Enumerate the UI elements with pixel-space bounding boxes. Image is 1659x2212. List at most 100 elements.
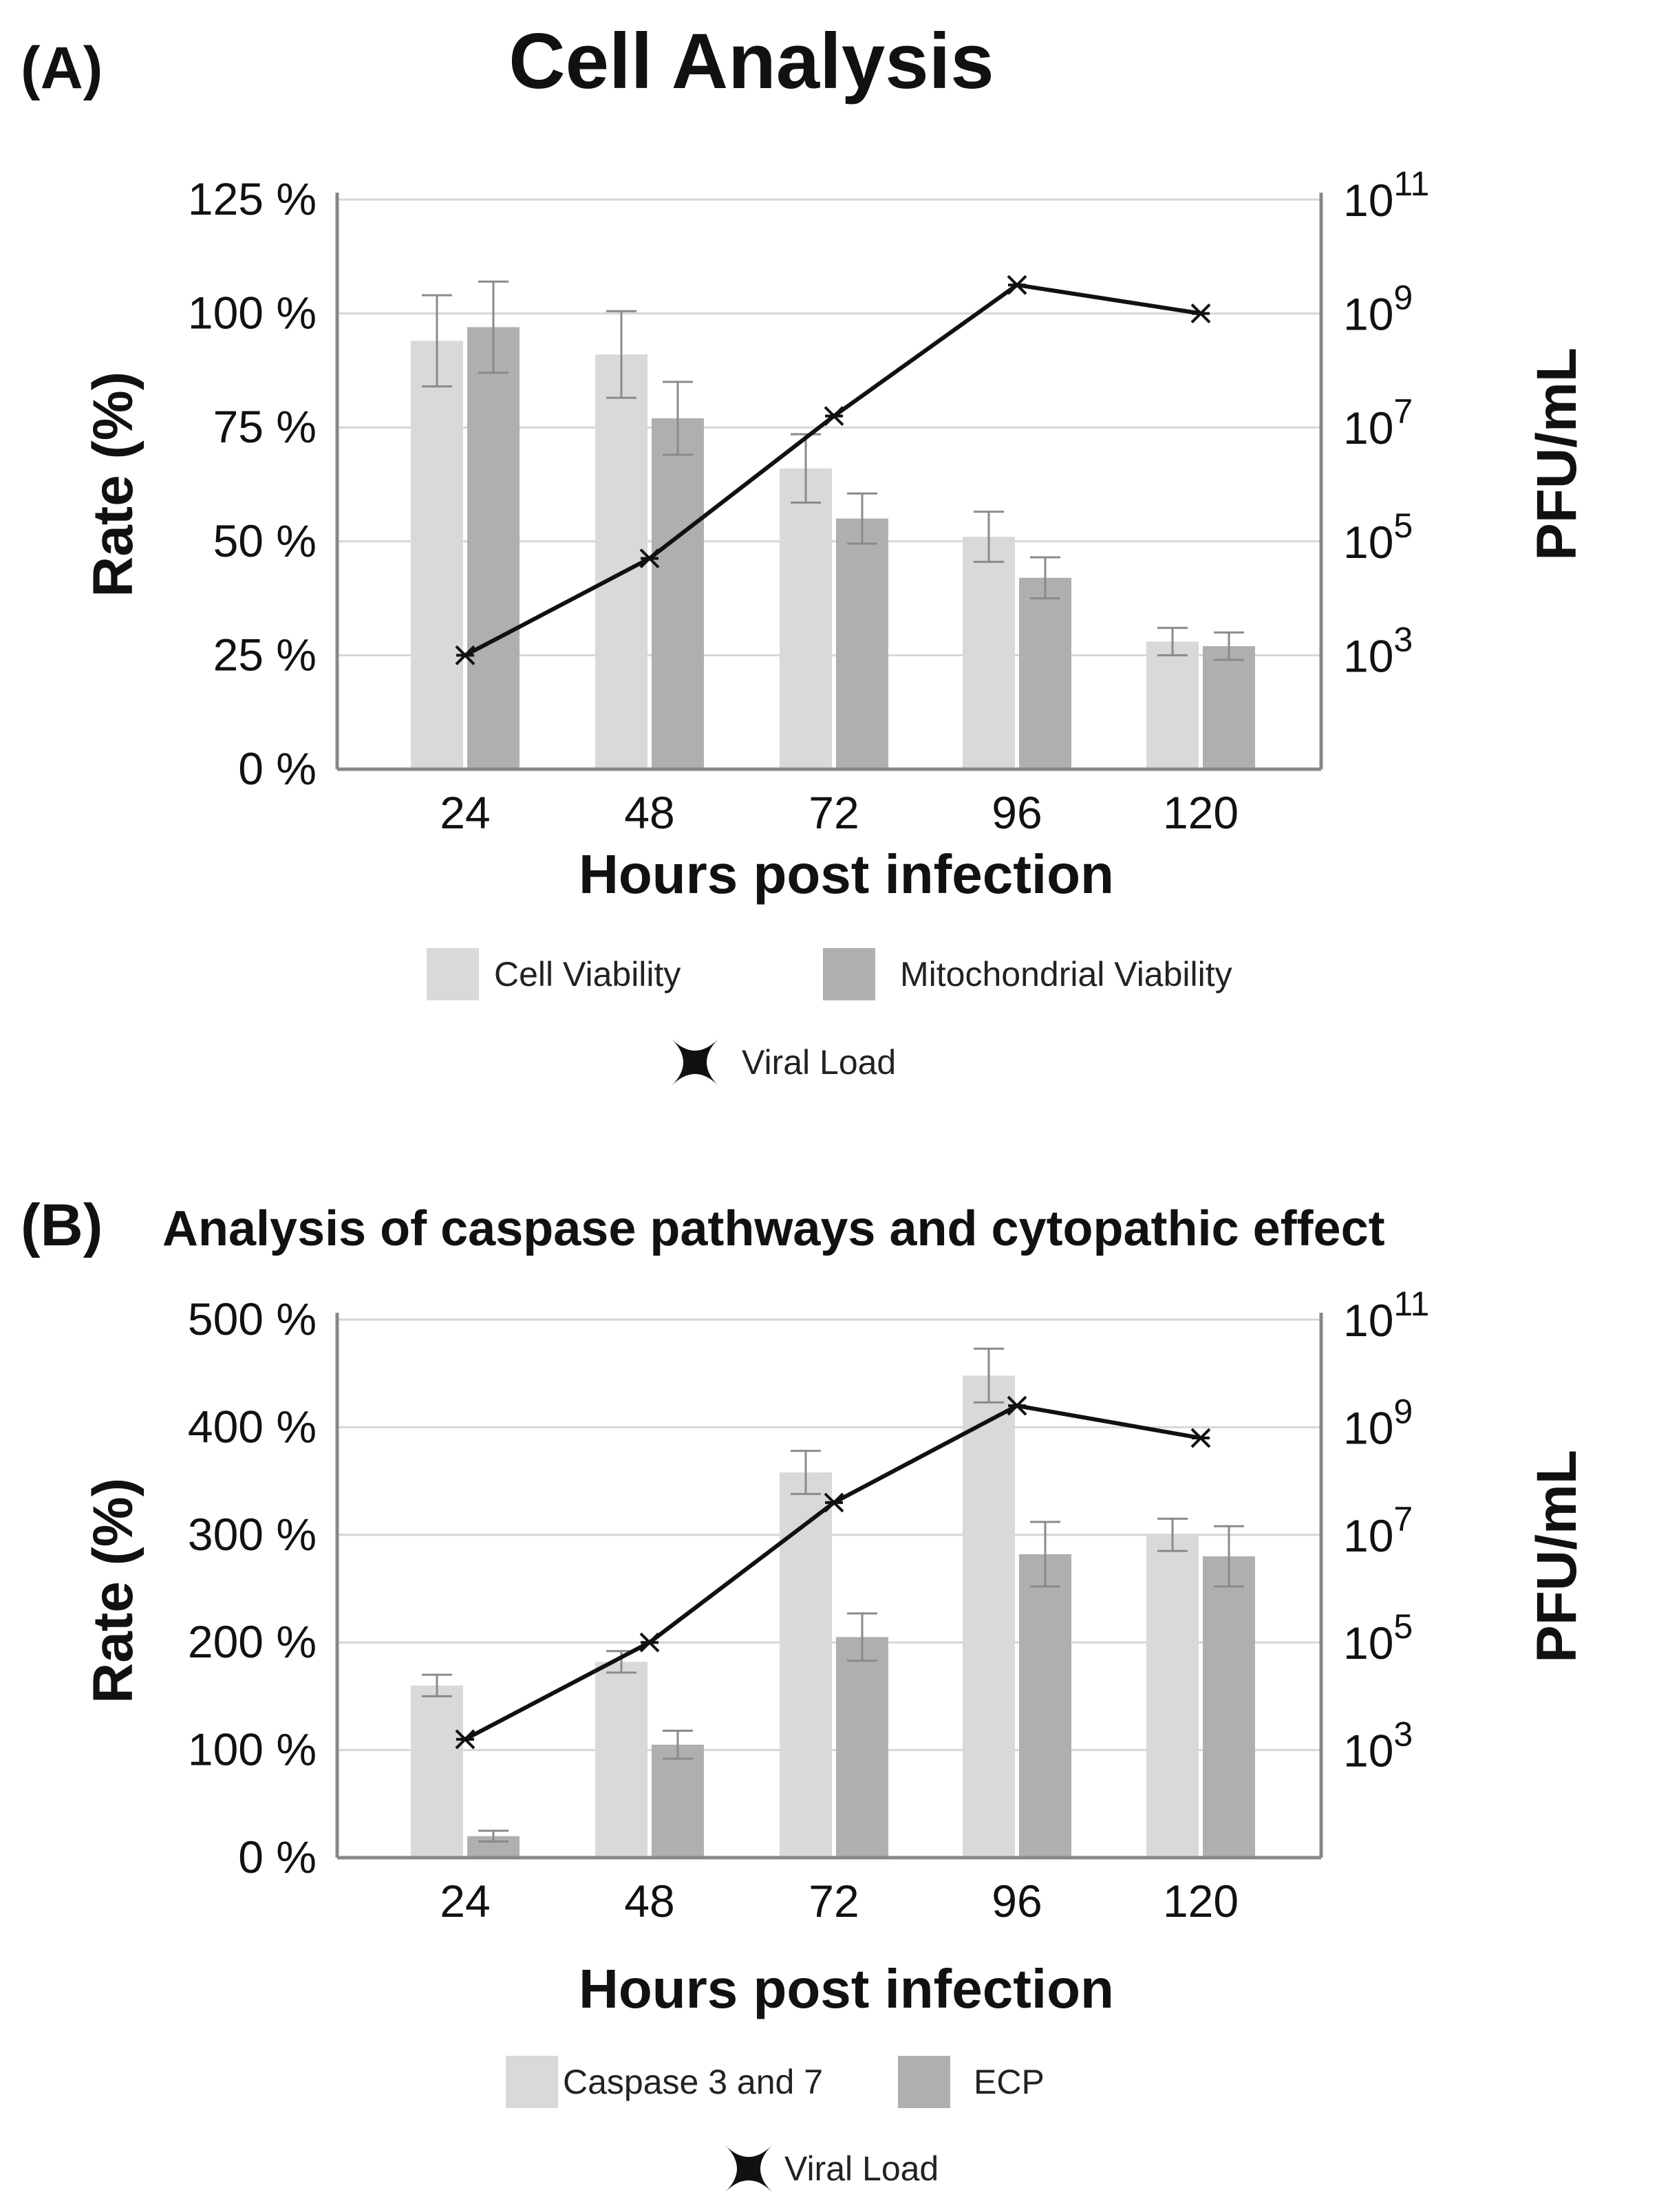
error-bar [663,380,693,456]
x-tick-label: 120 [1163,787,1239,838]
y2-tick-label: 1011 [1343,1285,1429,1346]
x-tick-label: 96 [992,1876,1042,1926]
viral-load-point-120 [1190,303,1211,324]
legend-item-viral-load: Viral Load [672,1039,896,1086]
y2-tick-label: 105 [1343,1607,1413,1668]
y2-axis-title: PFU/mL [1526,347,1588,561]
y2-tick-exponent: 11 [1393,164,1429,203]
y2-tick-base: 10 [1343,517,1393,568]
y2-tick-exponent: 9 [1393,279,1413,317]
legend-label: Mitochondrial Viability [900,955,1232,994]
legend-swatch [506,2056,558,2108]
error-bar [1157,627,1188,656]
bar-series2-24 [467,327,520,769]
x-tick-label: 120 [1163,1876,1239,1926]
legend-swatch [898,2056,950,2108]
y2-tick-label: 103 [1343,620,1413,681]
bar-series1-72 [780,468,832,769]
chart-title: Cell Analysis [509,18,994,105]
error-bar [974,1347,1004,1404]
legend-label: Caspase 3 and 7 [563,2063,823,2101]
y2-tick-base: 10 [1343,1402,1393,1453]
y2-tick-label: 1011 [1343,164,1429,226]
viral-load-point-96 [1007,275,1027,295]
legend-swatch [823,948,875,1000]
y2-tick-label: 105 [1343,506,1413,568]
legend-label: ECP [974,2063,1045,2101]
legend-swatch [427,948,479,1000]
bar-series1-96 [963,537,1015,769]
y2-tick-label: 109 [1343,1392,1413,1453]
viral-load-point-24 [455,1729,475,1750]
y2-tick-exponent: 11 [1393,1285,1429,1323]
bar-series1-48 [595,1662,647,1858]
legend-label: Viral Load [742,1043,896,1082]
x-tick-label: 24 [440,1876,490,1926]
y2-tick-label: 107 [1343,1500,1413,1561]
bar-series1-24 [411,341,463,769]
y-tick-label: 125 % [188,173,317,224]
bar-series2-72 [836,1637,888,1858]
chart-b: (B) Analysis of caspase pathways and cyto… [21,1192,1588,2192]
y-tick-label: 75 % [213,401,317,452]
x-tick-label: 72 [809,787,859,838]
viral-load-line [464,283,1201,658]
viral-load-point-48 [639,1632,660,1653]
y-tick-label: 500 % [188,1293,317,1344]
error-bar [974,511,1004,563]
viral-load-marker-icon [725,2145,772,2192]
bar-series2-48 [652,1744,704,1858]
viral-load-point-48 [639,548,660,569]
viral-load-point-72 [824,1492,844,1513]
y-tick-label: 25 % [213,629,317,680]
error-bar [1030,1521,1060,1588]
y2-tick-exponent: 9 [1393,1392,1413,1430]
legend: Caspase 3 and 7 ECP Viral Load [506,2056,1045,2192]
legend-item-series1: Cell Viability [427,948,681,1000]
y2-tick-exponent: 3 [1393,620,1413,658]
y2-tick-base: 10 [1343,289,1393,340]
viral-load-line [464,1403,1201,1741]
y2-tick-exponent: 5 [1393,1607,1413,1646]
bar-series1-120 [1146,1534,1199,1858]
error-bar [847,492,877,545]
bar-series2-96 [1019,577,1071,769]
panel-label: (A) [21,35,103,101]
y2-tick-label: 103 [1343,1715,1413,1776]
y2-tick-label: 107 [1343,392,1413,453]
legend-item-series1: Caspase 3 and 7 [506,2056,823,2108]
legend: Cell Viability Mitochondrial Viability Vir… [427,948,1232,1086]
x-tick-label: 96 [992,787,1042,838]
x-axis-title: Hours post infection [579,844,1114,905]
viral-load-point-96 [1007,1395,1027,1416]
y-axis-title: Rate (%) [82,1478,145,1704]
bar-series1-72 [780,1472,832,1858]
legend-label: Cell Viability [494,955,681,994]
y-tick-label: 200 % [188,1616,317,1667]
bar-series1-120 [1146,641,1199,769]
y2-tick-base: 10 [1343,630,1393,681]
y2-tick-base: 10 [1343,1726,1393,1776]
error-bar [478,1829,509,1843]
x-axis-title: Hours post infection [579,1958,1114,2019]
x-tick-label: 24 [440,787,490,838]
bar-series2-72 [836,518,888,769]
bar-series1-24 [411,1685,463,1858]
x-tick-label: 48 [624,787,674,838]
x-tick-label: 48 [624,1876,674,1926]
y2-tick-base: 10 [1343,175,1393,226]
x-tick-label: 72 [809,1876,859,1926]
y2-tick-base: 10 [1343,1510,1393,1561]
y-tick-label: 100 % [188,288,317,339]
error-bar [847,1612,877,1662]
y2-tick-exponent: 3 [1393,1715,1413,1754]
legend-label: Viral Load [784,2149,939,2188]
error-bar [791,433,821,504]
y2-tick-exponent: 7 [1393,392,1413,431]
chart-title: Analysis of caspase pathways and cytopat… [162,1201,1385,1256]
legend-item-series2: ECP [898,2056,1045,2108]
error-bar [478,280,509,374]
error-bar [422,294,452,388]
error-bar [606,310,636,399]
